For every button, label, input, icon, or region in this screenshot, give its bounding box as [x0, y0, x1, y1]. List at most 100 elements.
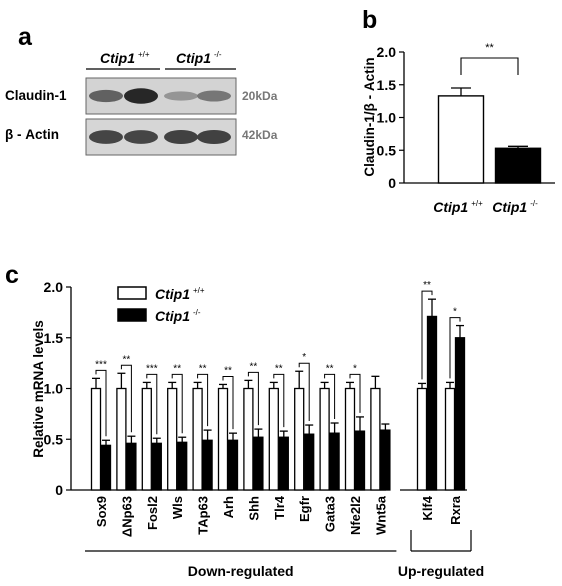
bar — [319, 387, 330, 491]
significance-label: *** — [146, 363, 158, 374]
x-tick-label: Arh — [221, 496, 236, 518]
bar — [380, 429, 391, 491]
x-tick-label: Shh — [246, 496, 261, 521]
y-tick-label: 0.5 — [44, 431, 64, 447]
bar — [243, 387, 254, 491]
blot-label-claudin: Claudin-1 — [5, 88, 67, 103]
bar — [151, 442, 162, 491]
bar — [437, 95, 485, 184]
significance-bracket — [324, 373, 336, 420]
bar — [192, 387, 203, 491]
bar — [294, 387, 305, 491]
bar — [278, 436, 289, 491]
x-tick-label: Ctip1 -/- — [492, 199, 538, 215]
group-label: Down-regulated — [188, 563, 294, 579]
significance-bracket — [120, 364, 132, 433]
x-tick-label: Rxra — [448, 495, 463, 525]
panel-b-ylabel: Claudin-1/β - Actin — [362, 57, 377, 176]
bar — [202, 439, 213, 491]
x-tick-label: Tlr4 — [272, 495, 287, 520]
bar — [344, 387, 356, 491]
bar — [227, 439, 239, 491]
legend-swatch — [117, 308, 147, 322]
bar — [494, 147, 542, 184]
significance-label: ** — [199, 363, 207, 374]
significance-label: * — [353, 363, 357, 374]
x-tick-label: ΔNp63 — [119, 496, 134, 537]
group-wt-label: Ctip1 +/+ — [100, 50, 150, 66]
legend-label: Ctip1 +/+ — [155, 286, 205, 302]
x-tick-label: Wnt5a — [373, 495, 388, 535]
bar — [217, 387, 229, 491]
significance-label: *** — [95, 359, 107, 370]
y-tick-label: 2.0 — [44, 279, 64, 295]
panel-c: c Relative mRNA levels 0 0.5 1.0 1.5 2.0 Ctip… — [5, 261, 484, 579]
significance-bracket — [197, 373, 209, 427]
significance-label: ** — [173, 363, 181, 374]
bar — [177, 441, 188, 491]
bar — [100, 444, 112, 491]
significance-bracket — [273, 373, 285, 428]
y-tick-label: 0 — [388, 175, 396, 191]
y-tick-label: 1.0 — [44, 381, 64, 397]
group-ko-label: Ctip1 -/- — [176, 50, 222, 66]
significance-bracket — [222, 375, 234, 430]
legend-label: Ctip1 -/- — [155, 308, 201, 324]
blot-band — [197, 130, 231, 144]
significance-bracket — [349, 373, 361, 413]
bar — [454, 337, 466, 491]
blot-label-actin: β - Actin — [5, 127, 59, 142]
x-tick-label: Ctip1 +/+ — [433, 199, 483, 215]
significance-label: * — [302, 352, 306, 363]
blot-band — [89, 89, 123, 103]
bar — [304, 433, 315, 491]
panel-a: a Ctip1 +/+ Ctip1 -/- Claudin-1 β - Actin … — [5, 23, 278, 156]
significance-label: ** — [485, 42, 494, 54]
x-tick-label: Fosl2 — [145, 496, 160, 530]
bar — [329, 432, 340, 491]
significance-bracket — [449, 317, 461, 379]
bar — [426, 315, 438, 491]
bar — [444, 387, 456, 491]
significance-label: ** — [326, 363, 334, 374]
bar — [90, 387, 102, 491]
bar — [253, 436, 264, 491]
significance-bracket — [171, 373, 183, 434]
y-tick-label: 1.0 — [377, 110, 397, 126]
panel-c-letter: c — [5, 261, 19, 289]
bar — [167, 387, 178, 491]
bar — [416, 387, 428, 491]
blot-band — [197, 90, 231, 102]
bar — [126, 442, 137, 491]
significance-label: ** — [275, 363, 283, 374]
x-tick-label: Wls — [170, 496, 185, 519]
blot-size-actin: 42kDa — [242, 128, 278, 142]
group-label: Up-regulated — [398, 563, 484, 579]
x-tick-label: Nfe2l2 — [348, 496, 363, 535]
blot-band — [164, 91, 198, 101]
bar — [354, 430, 366, 491]
blot-size-claudin: 20kDa — [242, 89, 278, 103]
y-tick-label: 0.5 — [377, 142, 397, 158]
x-tick-label: Klf4 — [420, 495, 435, 520]
y-tick-label: 1.5 — [44, 330, 64, 346]
significance-bracket — [247, 371, 259, 426]
legend-swatch — [117, 286, 147, 300]
significance-bracket — [298, 362, 310, 422]
x-tick-label: Gata3 — [323, 496, 338, 532]
blot-band — [164, 130, 198, 144]
panel-c-ylabel: Relative mRNA levels — [31, 320, 46, 458]
x-tick-label: TAp63 — [196, 496, 211, 535]
bar — [370, 387, 381, 491]
significance-label: ** — [250, 361, 258, 372]
panel-a-letter: a — [18, 23, 33, 51]
bar — [141, 387, 152, 491]
panel-b-letter: b — [362, 6, 377, 34]
blot-band — [89, 130, 123, 144]
bar — [116, 387, 127, 491]
blot-band — [124, 130, 158, 144]
y-tick-label: 0 — [55, 482, 63, 498]
significance-bracket — [421, 290, 433, 380]
significance-label: ** — [224, 365, 232, 376]
